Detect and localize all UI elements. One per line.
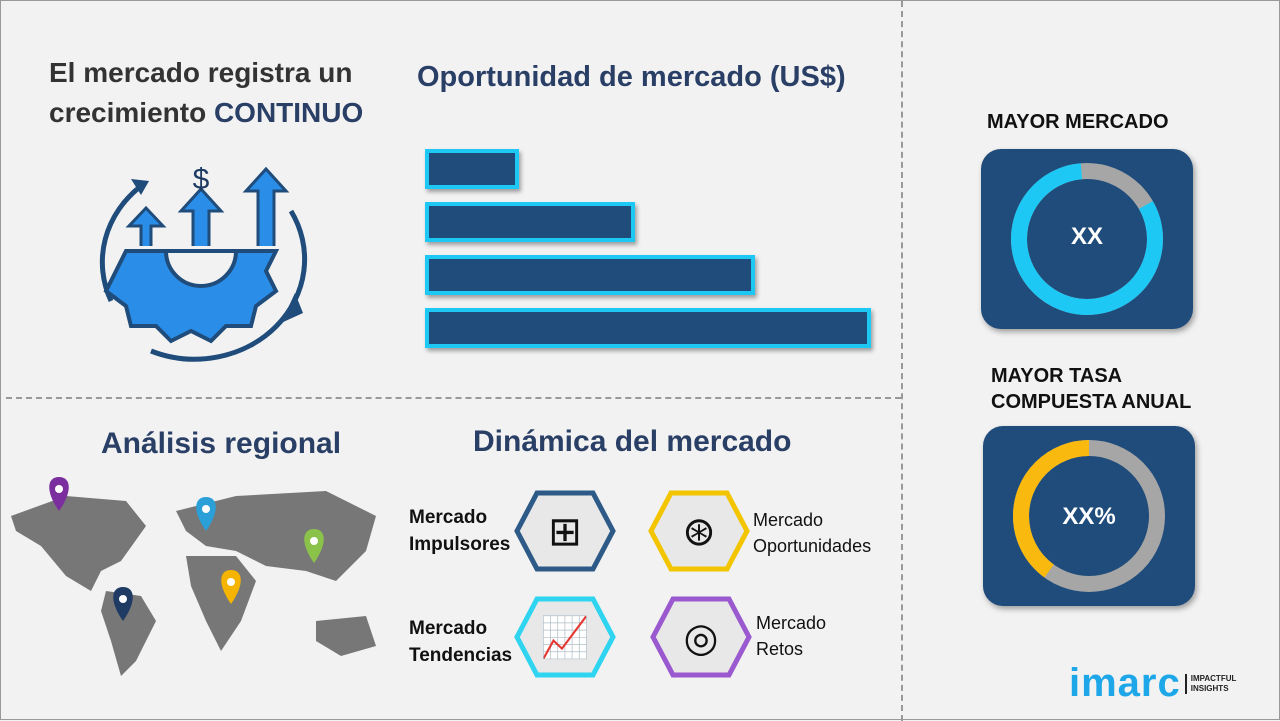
dynamics-label-line2: Oportunidades [753,536,872,556]
donut-fill [1011,163,1163,315]
logo-tag2: INSIGHTS [1190,683,1229,693]
opportunity-bar [425,308,871,348]
largest-card: XX [981,149,1193,329]
map-pin-icon [196,497,216,531]
largest-donut [1011,163,1163,315]
map-pin-icon [304,529,324,563]
dynamics-label-line1: Mercado [409,618,488,639]
opportunity-bar [425,202,635,242]
puzzle-icon: ⊞ [514,490,616,572]
imarc-logo: imarc IMPACTFUL INSIGHTS [1069,661,1236,706]
svg-text:◎: ◎ [684,616,719,660]
divider-horizontal [6,397,901,399]
growth-gear-icon: $ [99,163,308,362]
dynamics-label-line2: Impulsores [409,534,511,555]
cagr-title-line1: MAYOR TASA [991,365,1123,387]
opportunity-bar [425,255,756,295]
dynamics-label-line1: Mercado [756,613,827,633]
divider-vertical [901,1,903,721]
headline: El mercado registra un crecimiento CONTI… [49,53,363,133]
cagr-donut [1013,440,1165,592]
regional-title: Análisis regional [101,427,342,460]
svg-text:📈: 📈 [540,614,590,660]
opportunity-bar [425,149,519,189]
svg-text:⊞: ⊞ [548,510,582,554]
headline-emphasis: CONTINUO [213,97,364,128]
dynamics-label-line1: Mercado [753,510,824,530]
opportunity-title: Oportunidad de mercado (US$) [417,61,846,93]
cagr-card: XX% [983,426,1195,606]
map-pin-icon [221,570,241,604]
dynamics-label: Mercado Impulsores [409,504,510,558]
map-pin-dot [227,578,235,586]
map-pins [49,477,324,621]
headline-prefix: crecimiento [49,97,214,128]
map-pin-dot [119,595,127,603]
cagr-title-line2: COMPUESTA ANUAL [991,391,1192,413]
svg-text:$: $ [193,163,210,196]
donut-fill [1013,440,1165,592]
map-pin-dot [202,505,210,513]
dynamics-label: Mercado Retos [756,610,826,662]
headline-line1: El mercado registra un [49,57,353,88]
dynamics-title: Dinámica del mercado [473,425,792,458]
target-icon: ◎ [650,596,752,678]
dynamics-label-line1: Mercado [409,507,488,528]
largest-value: XX [1070,223,1103,250]
dynamics-label-line2: Tendencias [409,645,513,666]
dynamics-label: Mercado Tendencias [409,615,512,669]
map-pin-dot [55,485,63,493]
dynamics-label: Mercado Oportunidades [753,507,871,559]
svg-text:⊛: ⊛ [682,510,716,554]
largest-title: MAYOR MERCADO [987,111,1169,133]
map-pin-dot [310,537,318,545]
dollar-search-icon: ⊛ [648,490,750,572]
map-pin-icon [49,477,69,511]
logo-tag1: IMPACTFUL [1190,673,1237,683]
cagr-title: MAYOR TASA COMPUESTA ANUAL [991,363,1191,415]
cagr-value: XX% [1062,503,1116,530]
logo-brand: imarc [1069,661,1181,705]
map-pin-icon [113,587,133,621]
dynamics-label-line2: Retos [756,639,804,659]
chart-growth-icon: 📈 [514,596,616,678]
